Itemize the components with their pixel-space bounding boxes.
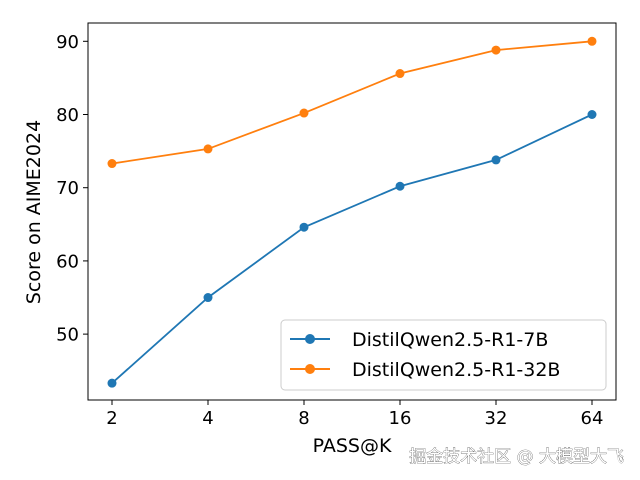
y-tick-label: 90: [56, 32, 79, 53]
y-tick-label: 80: [56, 105, 79, 126]
data-point: [395, 69, 405, 79]
x-tick-label: 8: [298, 408, 309, 429]
x-axis-ticks: 2 4 8 16 32 64: [106, 400, 603, 429]
x-tick-label: 4: [202, 408, 213, 429]
watermark: 掘金技术社区 @ 大模型大飞: [409, 447, 624, 467]
legend: DistilQwen2.5-R1-7B DistilQwen2.5-R1-32B: [280, 319, 607, 391]
data-point: [203, 293, 213, 303]
x-tick-label: 32: [485, 408, 508, 429]
x-tick-label: 2: [106, 408, 117, 429]
data-point: [395, 181, 405, 191]
x-tick-label: 64: [581, 408, 604, 429]
y-tick-label: 70: [56, 178, 79, 199]
data-point: [587, 36, 597, 46]
data-point: [491, 155, 501, 165]
legend-marker-32b: [305, 364, 315, 374]
y-tick-label: 50: [56, 325, 79, 346]
y-tick-label: 60: [56, 251, 79, 272]
data-point: [299, 108, 309, 118]
legend-label-32b: DistilQwen2.5-R1-32B: [352, 359, 560, 381]
data-point: [491, 45, 501, 55]
legend-label-7b: DistilQwen2.5-R1-7B: [352, 329, 548, 351]
y-axis-label: Score on AIME2024: [23, 120, 45, 304]
y-axis-ticks: 50 60 70 80 90: [56, 32, 88, 346]
data-point: [107, 159, 117, 169]
plot-frame: [87, 22, 617, 401]
series-line-1: [111, 40, 593, 165]
data-point: [107, 378, 117, 388]
x-tick-label: 16: [389, 408, 412, 429]
legend-box: [280, 319, 607, 391]
plot-area: [107, 36, 597, 388]
series-line-0: [111, 113, 593, 384]
legend-marker-7b: [305, 334, 315, 344]
data-point: [587, 110, 597, 120]
data-point: [299, 222, 309, 232]
x-axis-label: PASS@K: [313, 435, 392, 457]
data-point: [203, 144, 213, 154]
